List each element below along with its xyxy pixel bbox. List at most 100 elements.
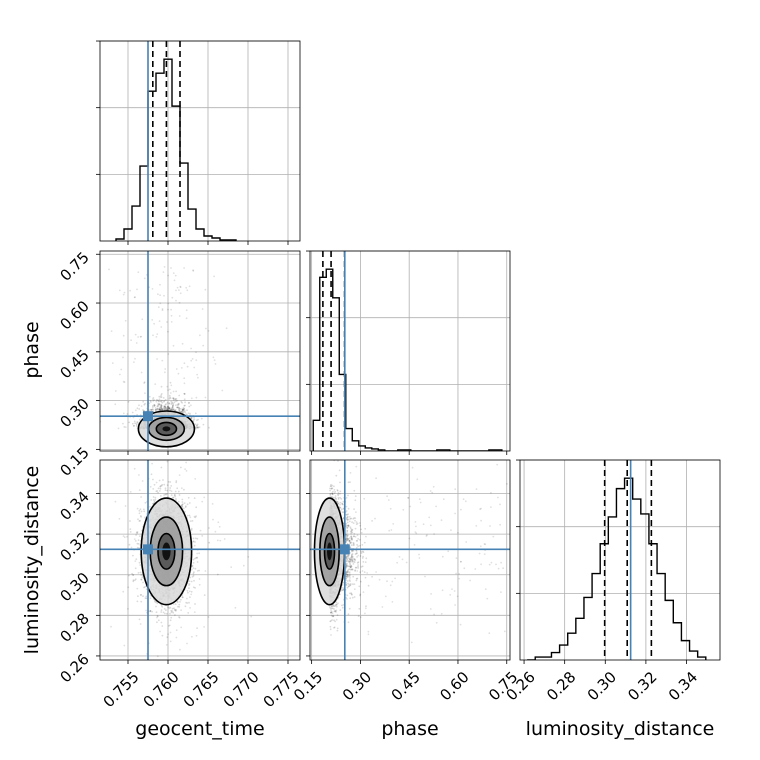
sample-point <box>165 408 168 411</box>
sample-point <box>154 498 157 501</box>
sample-point <box>134 357 136 360</box>
sample-point <box>186 503 189 506</box>
sample-point <box>193 515 196 518</box>
sample-point <box>175 481 178 484</box>
sample-point <box>157 403 159 405</box>
sample-point <box>184 605 187 608</box>
sample-point <box>144 501 147 504</box>
sample-point <box>160 326 163 328</box>
sample-point <box>174 609 176 612</box>
sample-point <box>174 404 177 407</box>
sample-point <box>194 516 197 519</box>
sample-point <box>181 342 184 345</box>
sample-point <box>118 289 121 292</box>
sample-point <box>191 575 194 578</box>
sample-point <box>160 404 163 407</box>
sample-point <box>167 353 170 355</box>
sample-point <box>129 531 132 533</box>
sample-point <box>154 409 157 411</box>
sample-point <box>124 426 127 428</box>
sample-point <box>142 400 145 403</box>
sample-point <box>187 612 190 614</box>
sample-point <box>180 598 182 601</box>
sample-point <box>169 408 172 411</box>
sample-point <box>183 362 186 365</box>
sample-point <box>197 426 199 428</box>
sample-point <box>138 618 141 621</box>
sample-point <box>167 408 170 410</box>
sample-point <box>172 404 175 406</box>
sample-point <box>170 611 173 614</box>
sample-point <box>163 483 166 486</box>
sample-point <box>181 506 184 509</box>
sample-point <box>197 426 200 429</box>
sample-point <box>190 417 193 419</box>
sample-point <box>190 397 193 400</box>
sample-point <box>140 417 142 419</box>
sample-point <box>166 385 169 388</box>
sample-point <box>166 408 169 410</box>
sample-point <box>174 614 176 616</box>
sample-point <box>140 594 143 596</box>
sample-point <box>177 500 180 503</box>
sample-point <box>196 426 199 429</box>
sample-point <box>184 411 187 414</box>
sample-point <box>143 586 146 588</box>
sample-point <box>155 408 158 411</box>
sample-point <box>149 610 152 613</box>
sample-point <box>176 403 179 406</box>
sample-point <box>110 330 113 332</box>
sample-point <box>189 596 191 598</box>
sample-point <box>181 409 184 411</box>
sample-point <box>183 407 186 410</box>
sample-point <box>150 473 153 476</box>
sample-point <box>185 309 188 312</box>
sample-point <box>155 399 158 401</box>
sample-point <box>183 382 186 385</box>
sample-point <box>152 397 155 399</box>
sample-point <box>138 408 141 410</box>
sample-point <box>196 556 199 559</box>
sample-point <box>154 600 156 603</box>
sample-point <box>163 405 166 408</box>
sample-point <box>154 407 157 409</box>
sample-point <box>152 478 154 481</box>
sample-point <box>195 506 198 509</box>
sample-point <box>169 481 172 483</box>
sample-point <box>172 397 175 400</box>
sample-point <box>173 409 176 412</box>
sample-point <box>172 397 174 400</box>
sample-point <box>184 404 186 407</box>
sample-point <box>122 293 125 296</box>
scatter-geocent-time-vs-phase <box>100 251 300 451</box>
sample-point <box>166 408 169 411</box>
sample-point <box>140 578 143 581</box>
sample-point <box>214 363 217 365</box>
sample-point <box>160 407 163 410</box>
sample-point <box>161 308 164 310</box>
sample-point <box>166 406 169 409</box>
sample-point <box>152 408 154 411</box>
sample-point <box>136 421 139 424</box>
sample-point <box>150 408 152 411</box>
histogram-phase <box>312 251 503 451</box>
sample-point <box>175 299 177 302</box>
sample-point <box>149 506 151 508</box>
sample-point <box>186 514 189 517</box>
sample-point <box>179 285 182 288</box>
sample-point <box>181 503 184 506</box>
sample-point <box>176 406 179 409</box>
histogram-luminosity-distance <box>527 460 707 660</box>
sample-point <box>192 567 195 569</box>
sample-point <box>193 366 196 369</box>
sample-point <box>198 569 201 572</box>
sample-point <box>157 619 160 622</box>
sample-point <box>183 502 186 504</box>
sample-point <box>185 413 187 415</box>
sample-point <box>190 417 193 419</box>
truth-marker <box>143 411 153 422</box>
sample-point <box>175 368 178 370</box>
sample-point <box>178 616 180 618</box>
sample-point <box>164 407 167 410</box>
sample-point <box>170 403 173 405</box>
